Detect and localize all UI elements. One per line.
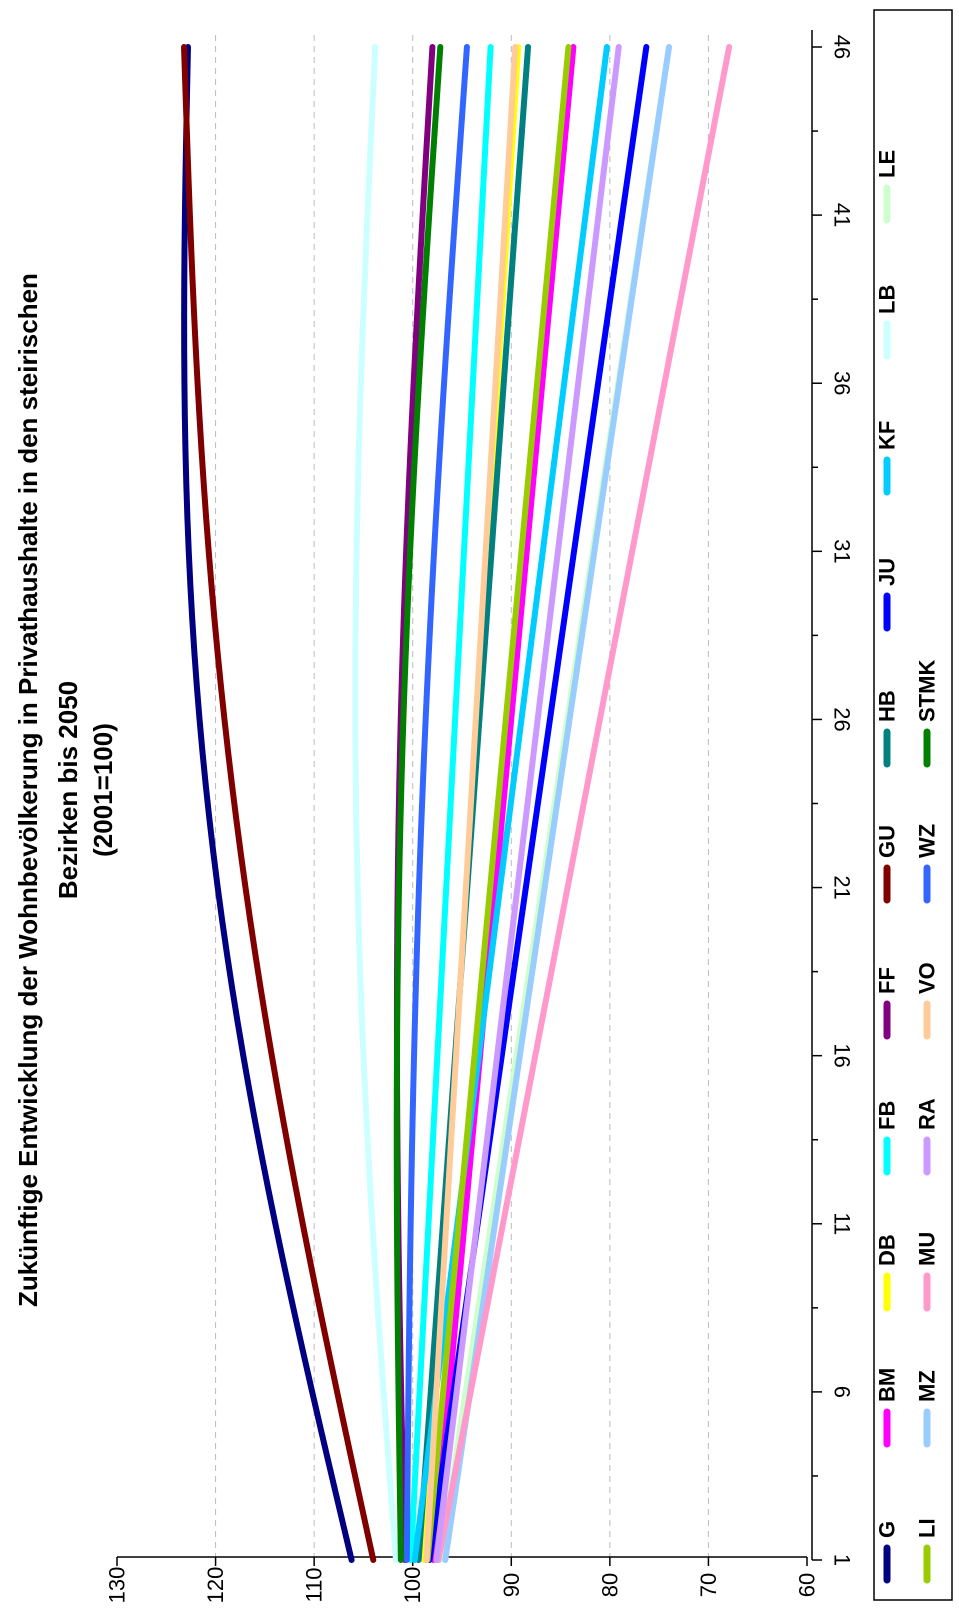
x-tick-label: 6 — [830, 1386, 855, 1398]
y-tick-label: 120 — [203, 1567, 228, 1604]
legend-label-bm: BM — [875, 1368, 900, 1402]
legend-label-ra: RA — [915, 1098, 940, 1130]
series-line-ra — [433, 44, 622, 1563]
legend-label-wz: WZ — [915, 824, 940, 858]
legend-label-lb: LB — [875, 285, 900, 314]
legend-box — [873, 9, 953, 1601]
x-tick-label: 1 — [830, 1554, 855, 1566]
y-tick-label: 100 — [400, 1567, 425, 1604]
y-tick-label: 80 — [597, 1573, 622, 1597]
series-lines — [181, 44, 733, 1563]
chart-title: Zukünftige Entwicklung der Wohnbevölkeru… — [13, 273, 118, 1307]
series-line-li — [424, 44, 572, 1563]
legend-label-g: G — [875, 1521, 900, 1538]
x-tick-label: 41 — [830, 203, 855, 227]
series-line-g — [181, 44, 355, 1563]
legend-label-li: LI — [915, 1518, 940, 1538]
series-line-gu — [181, 44, 377, 1563]
legend-label-gu: GU — [875, 825, 900, 858]
legend-label-le: LE — [875, 150, 900, 178]
x-tick-label: 46 — [830, 35, 855, 59]
y-tick-label: 130 — [105, 1567, 130, 1604]
legend-label-hb: HB — [875, 690, 900, 722]
series-line-mz — [442, 44, 672, 1563]
y-axis-ticks: 60 70 80 90 100 110 120 130 — [105, 1557, 820, 1603]
legend-label-kf: KF — [875, 421, 900, 450]
series-line-fb — [407, 44, 494, 1563]
chart-title-line: (2001=100) — [88, 723, 118, 857]
legend-label-vo: VO — [915, 962, 940, 994]
y-tick-label: 60 — [795, 1573, 820, 1597]
legend-label-ff: FF — [875, 967, 900, 994]
y-tick-label: 90 — [499, 1573, 524, 1597]
x-tick-label: 31 — [830, 539, 855, 563]
y-tick-label: 110 — [302, 1567, 327, 1602]
legend-label-mu: MU — [915, 1232, 940, 1266]
chart-title-line: Zukünftige Entwicklung der Wohnbevölkeru… — [13, 273, 43, 1307]
series-line-lb — [352, 44, 399, 1563]
legend-label-mz: MZ — [915, 1370, 940, 1402]
x-tick-label: 11 — [830, 1212, 855, 1235]
x-tick-label: 36 — [830, 371, 855, 395]
chart-title-line: Bezirken bis 2050 — [53, 681, 83, 899]
series-line-bm — [430, 44, 577, 1563]
series-line-stmk — [393, 44, 444, 1563]
series-line-kf — [411, 44, 610, 1563]
series-line-wz — [403, 44, 470, 1563]
legend-label-db: DB — [875, 1234, 900, 1266]
series-line-mu — [435, 44, 733, 1563]
x-tick-label: 16 — [830, 1043, 855, 1067]
x-tick-label: 21 — [830, 875, 855, 899]
series-line-vo — [423, 44, 519, 1563]
legend-label-fb: FB — [875, 1101, 900, 1130]
legend-label-stmk: STMK — [915, 660, 940, 722]
x-tick-label: 26 — [830, 707, 855, 731]
y-tick-label: 70 — [696, 1573, 721, 1597]
legend: G BM DB FB FF GU HB JU KF LB LE LI MZ MU RA VO WZ STMK — [873, 9, 953, 1601]
legend-label-ju: JU — [875, 558, 900, 586]
